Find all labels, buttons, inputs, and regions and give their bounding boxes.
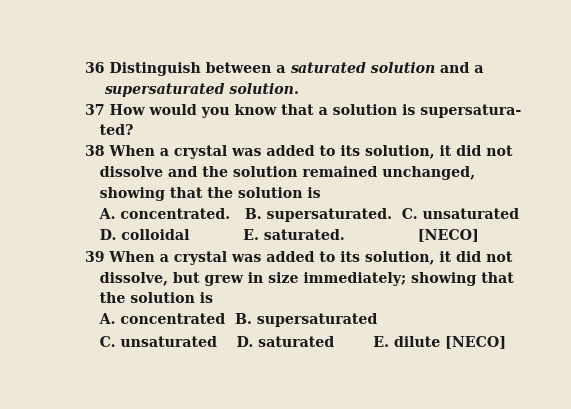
Text: 36 Distinguish between a: 36 Distinguish between a xyxy=(85,62,290,76)
Text: ted?: ted? xyxy=(85,124,133,138)
Text: and a: and a xyxy=(435,62,484,76)
Text: 38 When a crystal was added to its solution, it did not: 38 When a crystal was added to its solut… xyxy=(85,145,512,159)
Text: supersaturated solution: supersaturated solution xyxy=(104,83,294,97)
Text: dissolve, but grew in size immediately; showing that: dissolve, but grew in size immediately; … xyxy=(85,271,513,285)
Text: showing that the solution is: showing that the solution is xyxy=(85,186,320,200)
Text: saturated solution: saturated solution xyxy=(290,62,435,76)
Text: dissolve and the solution remained unchanged,: dissolve and the solution remained uncha… xyxy=(85,166,475,180)
Text: C. unsaturated    D. saturated        E. dilute [NECO]: C. unsaturated D. saturated E. dilute [N… xyxy=(85,335,506,349)
Text: D. colloidal           E. saturated.               [NECO]: D. colloidal E. saturated. [NECO] xyxy=(85,228,478,242)
Text: A. concentrated.   B. supersaturated.  C. unsaturated: A. concentrated. B. supersaturated. C. u… xyxy=(85,207,519,221)
Text: .: . xyxy=(294,83,299,97)
Text: the solution is: the solution is xyxy=(85,292,212,306)
Text: 37 How would you know that a solution is supersatura-: 37 How would you know that a solution is… xyxy=(85,104,521,118)
Text: 39 When a crystal was added to its solution, it did not: 39 When a crystal was added to its solut… xyxy=(85,251,512,265)
Text: A. concentrated  B. supersaturated: A. concentrated B. supersaturated xyxy=(85,312,377,327)
